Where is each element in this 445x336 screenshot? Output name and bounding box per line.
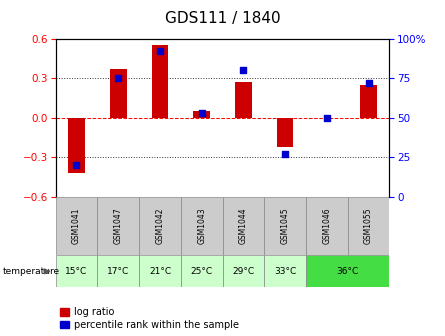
Bar: [97, 197, 139, 255]
Bar: [222, 197, 264, 255]
Bar: [139, 197, 181, 255]
Text: 17°C: 17°C: [107, 267, 129, 276]
Text: GSM1047: GSM1047: [114, 208, 123, 244]
Text: GSM1045: GSM1045: [281, 208, 290, 244]
Point: [115, 76, 122, 81]
Point: [73, 162, 80, 168]
Point: [282, 151, 289, 157]
Bar: [68, 118, 85, 173]
Bar: [110, 69, 126, 118]
Text: GSM1042: GSM1042: [155, 208, 164, 244]
Bar: [152, 45, 168, 118]
Text: GSM1046: GSM1046: [322, 208, 331, 244]
Bar: [97, 255, 139, 287]
Point: [240, 68, 247, 73]
Text: 29°C: 29°C: [232, 267, 255, 276]
Bar: [277, 118, 293, 146]
Bar: [264, 197, 306, 255]
Text: 33°C: 33°C: [274, 267, 296, 276]
Legend: log ratio, percentile rank within the sample: log ratio, percentile rank within the sa…: [61, 307, 239, 330]
Bar: [235, 82, 252, 118]
Bar: [222, 255, 264, 287]
Text: GSM1041: GSM1041: [72, 208, 81, 244]
Text: 21°C: 21°C: [149, 267, 171, 276]
Text: GSM1043: GSM1043: [197, 208, 206, 244]
Point: [156, 49, 163, 54]
Bar: [139, 255, 181, 287]
Text: GDS111 / 1840: GDS111 / 1840: [165, 11, 280, 26]
Bar: [264, 255, 306, 287]
Point: [365, 80, 372, 86]
Bar: [181, 197, 222, 255]
Text: 36°C: 36°C: [336, 267, 359, 276]
Point: [198, 110, 205, 116]
Bar: [56, 255, 97, 287]
Text: GSM1055: GSM1055: [364, 208, 373, 244]
Bar: [193, 111, 210, 118]
Text: temperature: temperature: [2, 267, 59, 276]
Text: GSM1044: GSM1044: [239, 208, 248, 244]
Bar: [360, 85, 377, 118]
Bar: [306, 255, 389, 287]
Text: 15°C: 15°C: [65, 267, 88, 276]
Bar: [181, 255, 222, 287]
Bar: [56, 197, 97, 255]
Point: [323, 115, 330, 120]
Bar: [306, 197, 348, 255]
Text: 25°C: 25°C: [190, 267, 213, 276]
Bar: [348, 197, 389, 255]
